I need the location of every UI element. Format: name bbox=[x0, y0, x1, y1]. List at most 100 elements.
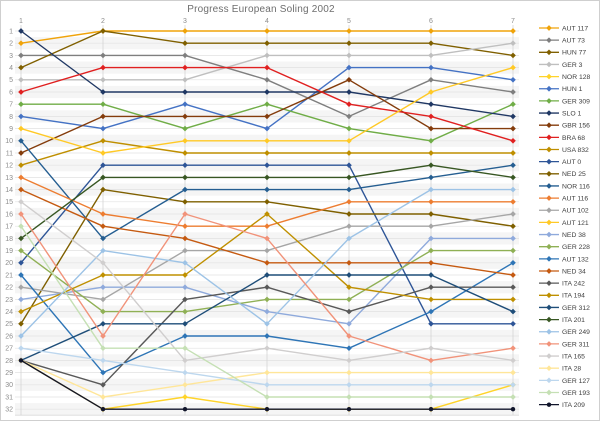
series-marker-point bbox=[510, 89, 516, 95]
series-marker-legend bbox=[546, 25, 552, 31]
series-marker-legend bbox=[546, 353, 552, 359]
series-marker-point bbox=[182, 101, 188, 108]
y-tick-label: 19 bbox=[5, 248, 13, 255]
series-marker-point bbox=[428, 198, 434, 205]
series-marker-legend bbox=[546, 73, 552, 80]
series-marker-point bbox=[346, 394, 352, 400]
series-marker-point bbox=[510, 223, 516, 230]
series-marker-point bbox=[182, 64, 188, 71]
series-marker-point bbox=[428, 247, 434, 254]
series-marker-point bbox=[264, 369, 270, 376]
series-marker-legend bbox=[546, 304, 552, 311]
series-marker-point bbox=[346, 357, 352, 364]
series-marker-point bbox=[264, 89, 270, 95]
series-marker-point bbox=[428, 186, 434, 193]
series-marker-point bbox=[18, 247, 24, 254]
series-marker-point bbox=[182, 394, 188, 400]
series-marker-point bbox=[100, 308, 106, 315]
series-marker-point bbox=[18, 259, 24, 266]
series-marker-point bbox=[182, 284, 188, 291]
series-marker-point bbox=[264, 162, 270, 169]
series-marker-point bbox=[346, 407, 352, 412]
series-marker-legend bbox=[546, 158, 552, 165]
series-marker-point bbox=[182, 369, 188, 376]
series-marker-point bbox=[346, 259, 352, 266]
series-marker-point bbox=[510, 125, 516, 132]
series-marker-point bbox=[264, 223, 270, 230]
series-marker-point bbox=[428, 394, 434, 400]
series-marker-legend bbox=[546, 389, 552, 396]
series-marker-point bbox=[346, 320, 352, 327]
series-marker-point bbox=[346, 333, 352, 339]
series-marker-point bbox=[18, 89, 24, 95]
series-marker-point bbox=[182, 28, 188, 34]
series-marker-point bbox=[18, 358, 24, 363]
series-marker-point bbox=[182, 137, 188, 144]
series-marker-point bbox=[510, 186, 516, 193]
series-marker-point bbox=[510, 198, 516, 205]
series-marker-point bbox=[346, 296, 352, 303]
y-tick-label: 10 bbox=[5, 138, 13, 145]
y-tick-label: 25 bbox=[5, 321, 13, 328]
series-marker-point bbox=[18, 345, 24, 352]
series-marker-legend bbox=[546, 146, 552, 153]
legend-item-label: ITA 209 bbox=[562, 402, 585, 409]
series-marker-point bbox=[428, 407, 434, 412]
series-marker-point bbox=[100, 125, 106, 132]
series-marker-point bbox=[428, 52, 434, 59]
series-marker-legend bbox=[546, 402, 552, 407]
series-marker-point bbox=[264, 198, 270, 205]
series-marker-point bbox=[428, 113, 434, 120]
series-marker-point bbox=[428, 345, 434, 352]
series-marker-point bbox=[264, 137, 270, 144]
series-marker-point bbox=[510, 52, 516, 59]
legend-item-label: GER 127 bbox=[562, 378, 590, 385]
series-marker-point bbox=[18, 186, 24, 193]
series-marker-point bbox=[510, 64, 516, 71]
series-marker-point bbox=[264, 296, 270, 303]
series-marker-point bbox=[428, 174, 434, 181]
y-tick-label: 21 bbox=[5, 272, 13, 279]
legend-item-label: GER 193 bbox=[562, 390, 590, 397]
series-marker-point bbox=[100, 186, 106, 193]
y-tick-label: 8 bbox=[9, 114, 13, 121]
series-marker-point bbox=[428, 223, 434, 230]
y-tick-label: 27 bbox=[5, 346, 13, 353]
series-marker-point bbox=[182, 211, 188, 217]
y-tick-label: 15 bbox=[5, 199, 13, 206]
series-marker-point bbox=[510, 369, 516, 376]
y-tick-label: 24 bbox=[5, 309, 13, 316]
series-marker-legend bbox=[546, 365, 552, 372]
series-marker-point bbox=[428, 381, 434, 388]
y-tick-label: 2 bbox=[9, 41, 13, 48]
series-marker-point bbox=[264, 407, 270, 412]
series-marker-point bbox=[18, 333, 24, 339]
series-marker-point bbox=[510, 247, 516, 254]
series-marker-point bbox=[100, 247, 106, 254]
legend-item-label: ITA 201 bbox=[562, 317, 585, 324]
series-marker-point bbox=[510, 345, 516, 352]
series-marker-point bbox=[510, 320, 516, 327]
series-marker-point bbox=[182, 162, 188, 169]
series-marker-point bbox=[346, 308, 352, 315]
legend-item-label: AUT 73 bbox=[562, 38, 585, 45]
legend-item-label: NOR 116 bbox=[562, 183, 590, 190]
legend-item-label: AUT 121 bbox=[562, 220, 589, 227]
legend-item-label: NOR 128 bbox=[562, 74, 591, 81]
series-marker-point bbox=[428, 64, 434, 71]
series-marker-point bbox=[264, 150, 270, 156]
series-marker-point bbox=[18, 284, 24, 291]
series-marker-point bbox=[510, 357, 516, 364]
series-marker-point bbox=[428, 272, 434, 278]
series-marker-point bbox=[18, 125, 24, 132]
y-tick-label: 28 bbox=[5, 358, 13, 365]
series-marker-point bbox=[510, 308, 516, 315]
series-marker-point bbox=[182, 76, 188, 83]
series-marker-point bbox=[428, 137, 434, 144]
series-marker-point bbox=[18, 308, 24, 315]
series-marker-legend bbox=[546, 98, 552, 104]
y-tick-label: 26 bbox=[5, 333, 13, 340]
series-marker-point bbox=[100, 284, 106, 291]
series-marker-point bbox=[428, 259, 434, 266]
y-tick-label: 20 bbox=[5, 260, 13, 267]
